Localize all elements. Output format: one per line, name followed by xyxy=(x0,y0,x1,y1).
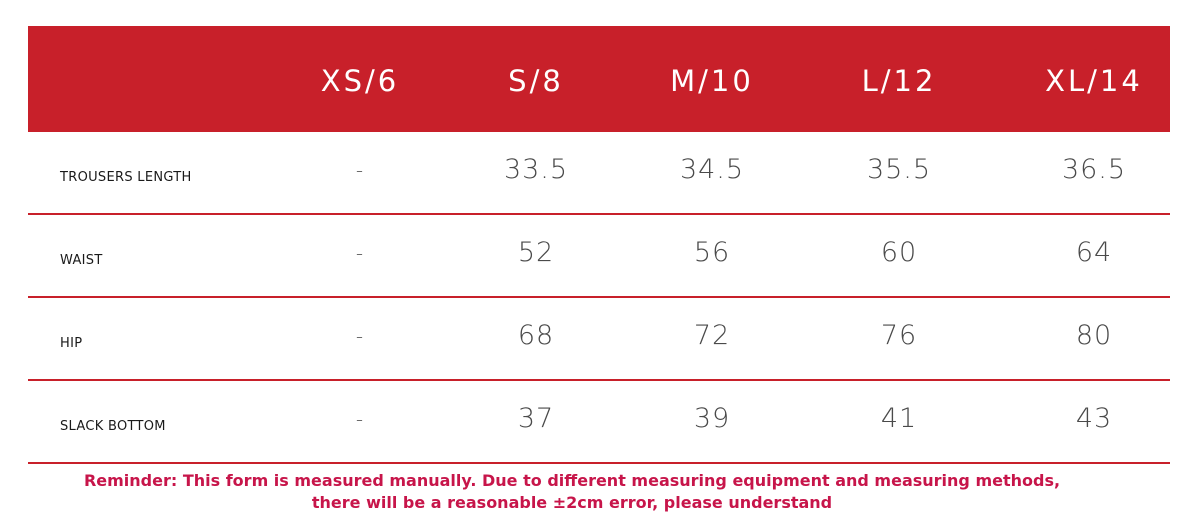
cell-value: 33.5 xyxy=(503,154,569,185)
size-chart-table: XS/6 S/8 M/10 L/12 XL/14 TROUSERS LENGTH… xyxy=(28,26,1170,464)
cell-value: 80 xyxy=(1075,320,1113,351)
measurement-reminder: Reminder: This form is measured manually… xyxy=(0,470,1144,514)
cell-value: 76 xyxy=(880,320,918,351)
row-label: TROUSERS LENGTH xyxy=(60,170,192,185)
size-header-m: M/10 xyxy=(670,64,754,98)
size-header-s: S/8 xyxy=(508,64,564,98)
cell-value: - xyxy=(355,407,365,431)
cell-value: 39 xyxy=(693,403,731,434)
size-header-row: XS/6 S/8 M/10 L/12 XL/14 xyxy=(28,26,1170,132)
cell-value: 60 xyxy=(880,237,918,268)
size-header-l: L/12 xyxy=(861,64,937,98)
cell-value: 41 xyxy=(880,403,918,434)
size-header-xl: XL/14 xyxy=(1045,64,1143,98)
cell-value: 34.5 xyxy=(679,154,745,185)
cell-value: 72 xyxy=(693,320,731,351)
size-header-xs: XS/6 xyxy=(320,64,400,98)
cell-value: 35.5 xyxy=(866,154,932,185)
table-row-trousers-length: TROUSERS LENGTH - 33.5 34.5 35.5 36.5 xyxy=(28,132,1170,215)
row-label: WAIST xyxy=(60,253,103,268)
cell-value: - xyxy=(355,241,365,265)
row-label: SLACK BOTTOM xyxy=(60,419,166,434)
reminder-line-2: there will be a reasonable ±2cm error, p… xyxy=(311,493,833,512)
cell-value: 37 xyxy=(517,403,555,434)
cell-value: 68 xyxy=(517,320,555,351)
cell-value: 56 xyxy=(693,237,731,268)
cell-value: 52 xyxy=(517,237,555,268)
cell-value: 64 xyxy=(1075,237,1113,268)
reminder-line-1: Reminder: This form is measured manually… xyxy=(83,471,1061,490)
table-row-slack-bottom: SLACK BOTTOM - 37 39 41 43 xyxy=(28,381,1170,464)
cell-value: 36.5 xyxy=(1061,154,1127,185)
cell-value: 43 xyxy=(1075,403,1113,434)
table-row-waist: WAIST - 52 56 60 64 xyxy=(28,215,1170,298)
cell-value: - xyxy=(355,324,365,348)
row-label: HIP xyxy=(60,336,83,351)
table-row-hip: HIP - 68 72 76 80 xyxy=(28,298,1170,381)
cell-value: - xyxy=(355,158,365,182)
